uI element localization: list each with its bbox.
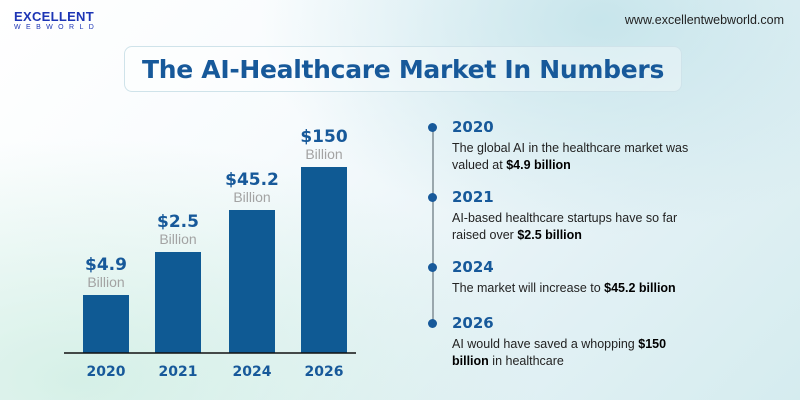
bar-2024 [229,210,275,353]
timeline-year: 2024 [452,258,494,276]
unit-label-2020: Billion [87,274,124,290]
value-label-2026: $150 [300,127,347,147]
timeline-year: 2020 [452,118,494,136]
desc-text: AI-based healthcare startups have so far… [452,211,678,242]
timeline-description: The market will increase to $45.2 billio… [452,280,772,297]
desc-bold-value: $2.5 billion [517,228,582,242]
unit-label-2026: Billion [305,146,342,162]
timeline-description: AI-based healthcare startups have so far… [452,210,702,244]
timeline-item-2021: 2021 AI-based healthcare startups have so… [428,188,772,244]
bar-2020 [83,295,129,353]
timeline-year: 2026 [452,314,494,332]
timeline-dot [428,319,437,328]
x-tick-label-2021: 2021 [159,364,198,380]
title-box: The AI-Healthcare Market In Numbers [124,46,682,92]
unit-label-2021: Billion [159,231,196,247]
logo-line2: WEBWORLD [14,24,100,31]
timeline-dot [428,123,437,132]
desc-text: The market will increase to [452,281,605,295]
desc-after: in healthcare [488,354,564,368]
timeline-line [432,126,434,322]
desc-text: AI would have saved a whopping [452,337,639,351]
value-label-2024: $45.2 [225,170,279,190]
bar-chart: $4.9Billion2020$2.5Billion2021$45.2Billi… [64,127,356,380]
x-tick-label-2020: 2020 [87,364,126,380]
timeline-item-2020: 2020 The global AI in the healthcare mark… [428,118,772,174]
desc-bold-value: $4.9 billion [506,158,571,172]
logo: EXCELLENT WEBWORLD [14,10,99,32]
desc-bold-value: $45.2 billion [604,281,676,295]
bar-2021 [155,252,201,353]
desc-bold-value: $150 billion [452,337,667,368]
logo-line1: EXCELLENT [14,9,94,24]
timeline-description: The global AI in the healthcare market w… [452,140,717,174]
bar-2026 [301,167,347,353]
timeline-dot [428,263,437,272]
unit-label-2024: Billion [233,189,270,205]
value-label-2021: $2.5 [157,212,199,232]
page-title: The AI-Healthcare Market In Numbers [141,54,665,84]
timeline-item-2024: 2024 The market will increase to $45.2 bi… [428,258,772,297]
value-label-2020: $4.9 [85,255,127,275]
desc-text: The global AI in the healthcare market w… [452,141,689,172]
website-url: www.excellentwebworld.com [624,13,784,27]
x-tick-label-2024: 2024 [233,364,272,380]
timeline-dot [428,193,437,202]
x-tick-label-2026: 2026 [305,364,344,380]
timeline-item-2026: 2026 AI would have saved a whopping $150 … [428,314,772,370]
timeline-description: AI would have saved a whopping $150 bill… [452,336,672,370]
timeline-year: 2021 [452,188,494,206]
